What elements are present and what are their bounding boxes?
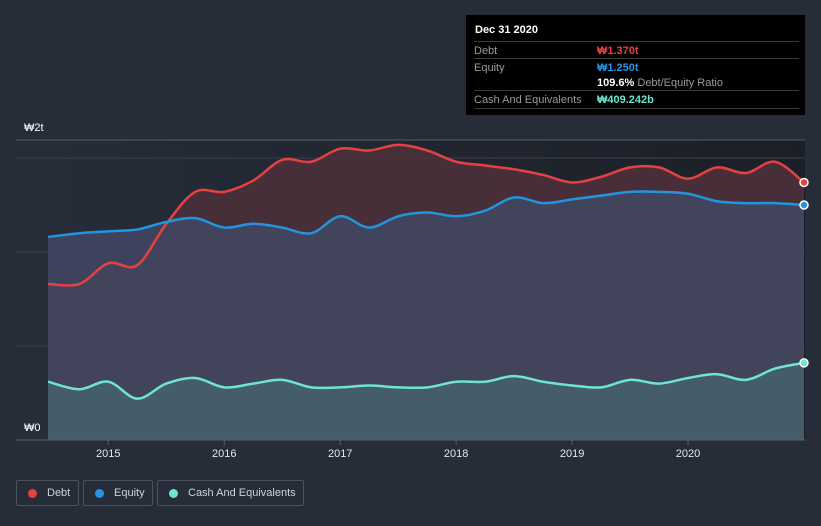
tooltip-row-cash: Cash And Equivalents ₩409.242b <box>474 90 799 109</box>
endpoint-cash <box>799 358 809 368</box>
x-tick-label: 2015 <box>96 448 120 460</box>
tooltip-ratio-label: Debt/Equity Ratio <box>637 77 723 89</box>
legend-label-cash: Cash And Equivalents <box>188 487 296 499</box>
tooltip-equity-label: Equity <box>474 62 505 74</box>
x-tick-label: 2016 <box>212 448 236 460</box>
legend-dot-cash-icon <box>169 488 178 498</box>
x-tick-label: 2017 <box>328 448 352 460</box>
endpoints <box>799 177 809 368</box>
area-equity <box>48 191 804 440</box>
x-tick-label: 2019 <box>560 448 584 460</box>
tooltip-debt-value: ₩1.370t <box>597 45 639 57</box>
tooltip-debt-label: Debt <box>474 45 498 57</box>
endpoint-equity <box>799 200 809 210</box>
tooltip-date: Dec 31 2020 <box>475 24 538 36</box>
legend-label-debt: Debt <box>47 487 71 499</box>
tooltip-cash-value: ₩409.242b <box>597 94 654 106</box>
line-debt <box>47 143 805 287</box>
tooltip-row-ratio: 109.6% Debt/Equity Ratio <box>474 74 799 91</box>
tooltip-row-debt: Debt ₩1.370t <box>474 41 799 59</box>
legend-item-equity[interactable]: Equity <box>83 480 153 506</box>
y-tick-label-zero: ₩0 <box>24 422 41 434</box>
legend-label-equity: Equity <box>114 487 145 499</box>
tooltip-cash-label: Cash And Equivalents <box>474 94 582 106</box>
x-tick-label: 2018 <box>444 448 468 460</box>
tooltip-row-equity: Equity ₩1.250t <box>474 58 799 76</box>
legend-item-debt[interactable]: Debt <box>16 480 79 506</box>
legend-item-cash[interactable]: Cash And Equivalents <box>157 480 304 506</box>
legend-dot-equity-icon <box>95 488 104 498</box>
areas <box>48 144 804 440</box>
area-cash <box>48 362 804 440</box>
tooltip-equity-value: ₩1.250t <box>597 62 639 74</box>
y-tick-label-max: ₩2t <box>24 122 44 134</box>
tooltip: Dec 31 2020 Debt ₩1.370t Equity ₩1.250t … <box>466 15 805 115</box>
endpoint-debt <box>799 177 809 188</box>
line-cash <box>47 361 805 400</box>
tooltip-ratio-value: 109.6% <box>597 77 635 89</box>
legend-dot-debt-icon <box>28 488 37 498</box>
tooltip-ratio: 109.6% Debt/Equity Ratio <box>597 77 723 89</box>
line-equity <box>47 190 805 239</box>
lines <box>47 143 805 400</box>
x-ticks: 2015 2016 2017 2018 2019 2020 <box>96 440 700 460</box>
x-tick-label: 2020 <box>676 448 700 460</box>
